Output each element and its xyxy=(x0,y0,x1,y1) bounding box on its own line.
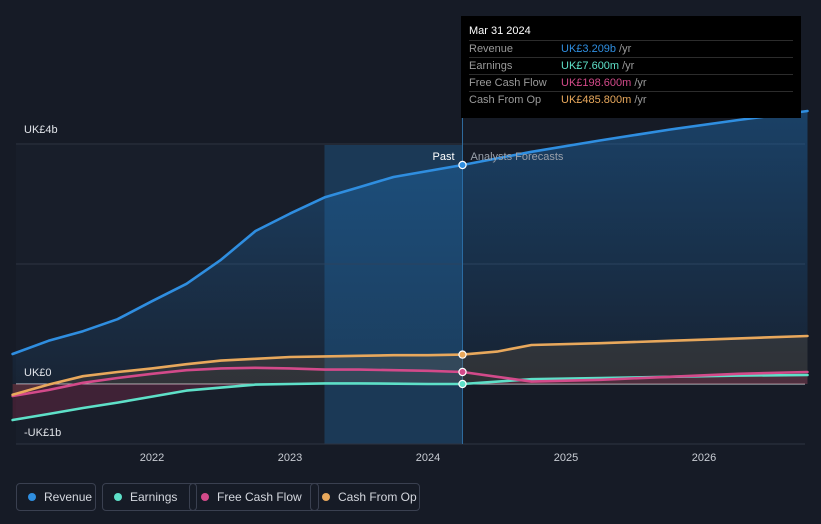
tooltip-row-free-cash-flow: Free Cash Flow UK£198.600m/yr xyxy=(469,74,793,92)
tooltip-row-revenue: Revenue UK£3.209b/yr xyxy=(469,40,793,58)
legend-label: Revenue xyxy=(44,490,93,504)
forecast-label: Analysts Forecasts xyxy=(471,151,564,163)
cash-from-op-dot-icon xyxy=(322,493,330,501)
y-tick-label: -UK£1b xyxy=(24,427,61,439)
earnings-dot-icon xyxy=(114,493,122,501)
tooltip-row-cash-from-op: Cash From Op UK£485.800m/yr xyxy=(469,91,793,109)
tooltip-value: UK£3.209b xyxy=(561,43,617,55)
y-tick-label: UK£4b xyxy=(24,124,58,136)
legend-item-earnings[interactable]: Earnings xyxy=(102,483,197,511)
x-tick-label: 2024 xyxy=(416,452,440,464)
tooltip-label: Free Cash Flow xyxy=(469,77,547,89)
legend-item-cash-from-op[interactable]: Cash From Op xyxy=(310,483,420,511)
free-cash-flow-line xyxy=(11,366,809,398)
tooltip-value: UK£198.600m xyxy=(561,77,632,89)
revenue-dot-icon xyxy=(28,493,36,501)
past-label: Past xyxy=(432,151,454,163)
legend-item-free-cash-flow[interactable]: Free Cash Flow xyxy=(189,483,319,511)
x-tick-label: 2022 xyxy=(140,452,164,464)
tooltip-value: UK£485.800m xyxy=(561,94,632,106)
x-tick-label: 2023 xyxy=(278,452,302,464)
tooltip-date: Mar 31 2024 xyxy=(469,25,531,37)
series-lines xyxy=(11,109,809,422)
earnings-area xyxy=(12,375,808,420)
tooltip-row-earnings: Earnings UK£7.600m/yr xyxy=(469,57,793,75)
x-tick-label: 2025 xyxy=(554,452,578,464)
tooltip: Mar 31 2024 Revenue UK£3.209b/yr Earning… xyxy=(461,16,801,118)
tooltip-value-wrap: UK£7.600m/yr xyxy=(561,58,634,75)
legend-item-revenue[interactable]: Revenue xyxy=(16,483,96,511)
tooltip-unit: /yr xyxy=(634,94,647,106)
tooltip-value: UK£7.600m xyxy=(561,60,620,72)
tooltip-label: Earnings xyxy=(469,60,513,72)
tooltip-unit: /yr xyxy=(619,43,632,55)
free-cash-flow-marker xyxy=(458,367,467,377)
x-tick-label: 2026 xyxy=(692,452,716,464)
legend-label: Earnings xyxy=(130,490,178,504)
tooltip-value-wrap: UK£485.800m/yr xyxy=(561,92,647,109)
legend-label: Cash From Op xyxy=(338,490,417,504)
tooltip-label: Cash From Op xyxy=(469,94,542,106)
revenue-area xyxy=(12,111,808,384)
y-axis-labels: UK£4b UK£0 -UK£1b xyxy=(24,124,61,439)
tooltip-unit: /yr xyxy=(622,60,635,72)
y-tick-label: UK£0 xyxy=(24,367,52,379)
earnings-line xyxy=(11,373,809,422)
free-cash-flow-dot-icon xyxy=(201,493,209,501)
revenue-marker xyxy=(458,160,467,170)
legend-label: Free Cash Flow xyxy=(217,490,302,504)
revenue-line xyxy=(11,109,809,356)
cash-from-op-line xyxy=(11,334,809,397)
earnings-marker xyxy=(458,379,467,389)
tooltip-label: Revenue xyxy=(469,43,514,55)
x-axis-labels: 2022 2023 2024 2025 2026 xyxy=(140,452,716,464)
tooltip-unit: /yr xyxy=(634,77,647,89)
tooltip-value-wrap: UK£198.600m/yr xyxy=(561,75,647,92)
tooltip-value-wrap: UK£3.209b/yr xyxy=(561,41,631,58)
cash-from-op-marker xyxy=(458,350,467,359)
series-markers xyxy=(458,160,467,389)
